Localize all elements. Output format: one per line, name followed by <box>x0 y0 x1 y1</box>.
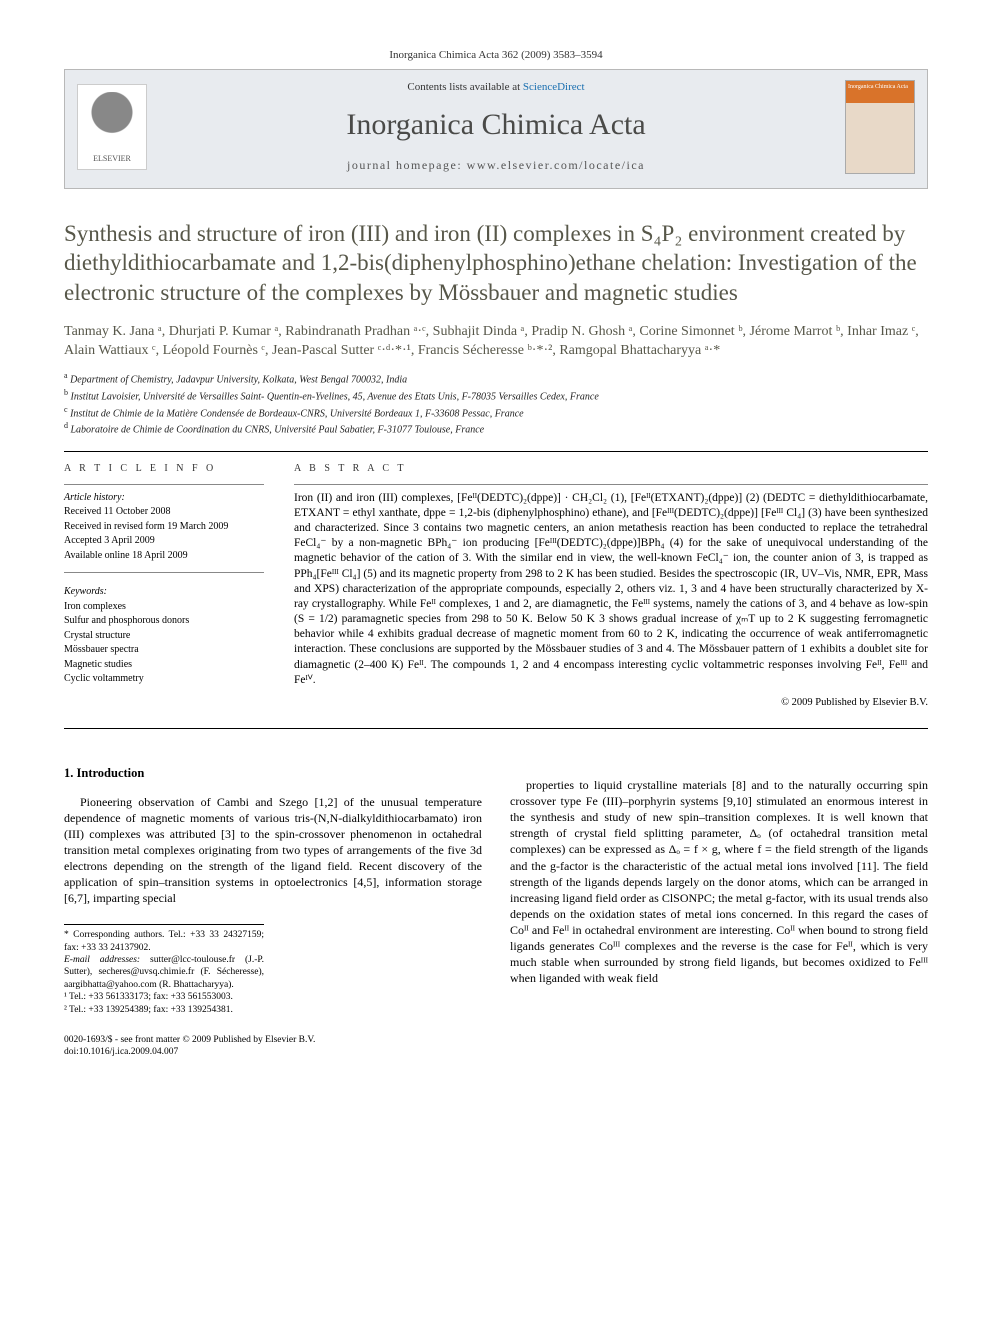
section-heading-introduction: 1. Introduction <box>64 765 482 782</box>
affiliation: c Institut de Chimie de la Matière Conde… <box>64 405 928 421</box>
body-column-right: properties to liquid crystalline materia… <box>510 739 928 1058</box>
divider <box>64 728 928 729</box>
affil-sup: c <box>64 405 68 414</box>
article-info-heading: A R T I C L E I N F O <box>64 462 264 476</box>
front-matter-line: 0020-1693/$ - see front matter © 2009 Pu… <box>64 1034 482 1059</box>
keyword: Cyclic voltammetry <box>64 672 264 686</box>
journal-homepage[interactable]: journal homepage: www.elsevier.com/locat… <box>161 157 831 173</box>
footnotes: * Corresponding authors. Tel.: +33 33 24… <box>64 924 264 1015</box>
article-title: Synthesis and structure of iron (III) an… <box>64 219 928 307</box>
history-line: Received in revised form 19 March 2009 <box>64 520 264 534</box>
journal-header: ELSEVIER Contents lists available at Sci… <box>64 69 928 189</box>
keyword: Iron complexes <box>64 600 264 614</box>
affil-sup: a <box>64 371 68 380</box>
affiliation: d Laboratoire de Chimie de Coordination … <box>64 421 928 437</box>
corresponding-author-note: * Corresponding authors. Tel.: +33 33 24… <box>64 929 264 954</box>
history-label: Article history: <box>64 491 264 505</box>
divider <box>294 484 928 485</box>
affil-text: Department of Chemistry, Jadavpur Univer… <box>70 374 407 385</box>
keyword: Crystal structure <box>64 629 264 643</box>
issn-line: 0020-1693/$ - see front matter © 2009 Pu… <box>64 1034 482 1046</box>
email-addresses: E-mail addresses: sutter@lcc-toulouse.fr… <box>64 954 264 991</box>
body-column-left: 1. Introduction Pioneering observation o… <box>64 739 482 1058</box>
paragraph: Pioneering observation of Cambi and Szeg… <box>64 794 482 907</box>
cover-thumb-title: Inorganica Chimica Acta <box>848 84 908 90</box>
footnote-tel: ² Tel.: +33 139254389; fax: +33 13925438… <box>64 1004 264 1016</box>
keyword: Magnetic studies <box>64 658 264 672</box>
history-line: Accepted 3 April 2009 <box>64 534 264 548</box>
divider <box>64 484 264 485</box>
divider <box>64 572 264 573</box>
journal-cover-thumb[interactable]: Inorganica Chimica Acta <box>845 80 915 174</box>
abstract-copyright: © 2009 Published by Elsevier B.V. <box>294 696 928 710</box>
affiliations: a Department of Chemistry, Jadavpur Univ… <box>64 371 928 437</box>
keyword: Sulfur and phosphorous donors <box>64 614 264 628</box>
history-line: Available online 18 April 2009 <box>64 549 264 563</box>
keyword: Mössbauer spectra <box>64 643 264 657</box>
contents-prefix: Contents lists available at <box>407 81 522 93</box>
sciencedirect-link[interactable]: ScienceDirect <box>523 81 585 93</box>
elsevier-logo[interactable]: ELSEVIER <box>77 84 147 170</box>
abstract-body: Iron (II) and iron (III) complexes, [Feᴵ… <box>294 491 928 688</box>
history-line: Received 11 October 2008 <box>64 505 264 519</box>
keywords-label: Keywords: <box>64 585 264 599</box>
affil-text: Institut de Chimie de la Matière Condens… <box>70 408 524 419</box>
paragraph: properties to liquid crystalline materia… <box>510 777 928 986</box>
abstract-heading: A B S T R A C T <box>294 462 928 476</box>
footnote-tel: ¹ Tel.: +33 561333173; fax: +33 56155300… <box>64 991 264 1003</box>
affil-text: Laboratoire de Chimie de Coordination du… <box>71 425 485 436</box>
affiliation: b Institut Lavoisier, Université de Vers… <box>64 388 928 404</box>
elsevier-label: ELSEVIER <box>93 154 131 165</box>
elsevier-tree-icon <box>87 92 137 150</box>
abstract: A B S T R A C T Iron (II) and iron (III)… <box>294 462 928 710</box>
email-label: E-mail addresses: <box>64 955 140 965</box>
journal-title: Inorganica Chimica Acta <box>161 105 831 146</box>
affiliation: a Department of Chemistry, Jadavpur Univ… <box>64 371 928 387</box>
author-list: Tanmay K. Jana ᵃ, Dhurjati P. Kumar ᵃ, R… <box>64 323 928 361</box>
affil-sup: b <box>64 388 68 397</box>
running-head: Inorganica Chimica Acta 362 (2009) 3583–… <box>64 48 928 63</box>
affil-text: Institut Lavoisier, Université de Versai… <box>71 391 599 402</box>
affil-sup: d <box>64 421 68 430</box>
contents-available: Contents lists available at ScienceDirec… <box>161 80 831 95</box>
doi-line: doi:10.1016/j.ica.2009.04.007 <box>64 1046 482 1058</box>
article-info: A R T I C L E I N F O Article history: R… <box>64 462 264 710</box>
divider <box>64 451 928 452</box>
